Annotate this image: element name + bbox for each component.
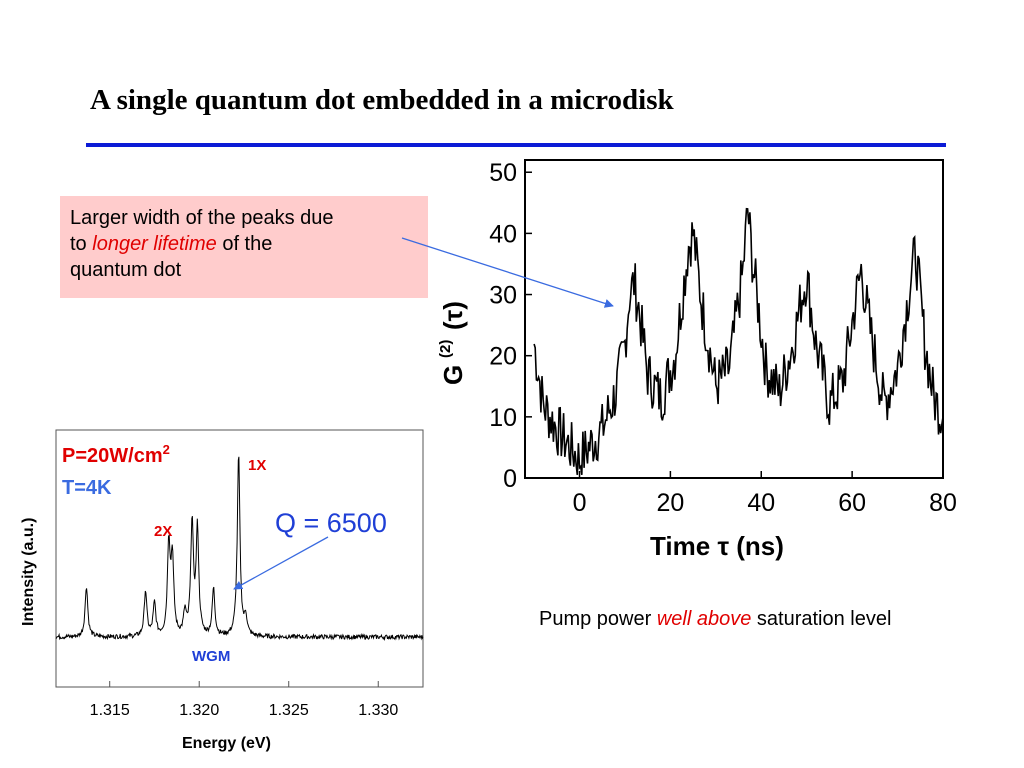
pl-x-tick-label: 1.325 [269,702,309,719]
pl-x-axis-label: Energy (eV) [182,735,271,752]
pl-series-line [55,456,424,642]
g2-y-tick-label: 0 [503,465,517,493]
callout-arrow [401,237,614,308]
slide-title: A single quantum dot embedded in a micro… [90,84,674,116]
pl-x-ticks: 1.315 1.320 1.325 1.330 [90,681,398,719]
g2-x-tick-label: 20 [656,489,684,517]
g2-y-tick-label: 30 [489,282,517,310]
pump-prefix: Pump power [539,608,657,630]
pl-q-factor-label: Q = 6500 [275,508,387,538]
pump-suffix: saturation level [751,608,892,630]
g2-series-line [533,207,944,476]
pl-wgm-label: WGM [192,648,230,665]
q-factor-arrow [233,536,329,590]
callout-emphasis: longer lifetime [92,233,217,255]
g2-ylabel-sup: (2) [437,340,454,358]
g2-x-tick-label: 0 [573,489,587,517]
g2-y-tick-label: 50 [489,159,517,187]
g2-x-tick-label: 60 [838,489,866,517]
pump-note: Pump power well above saturation level [539,608,891,631]
pump-emphasis: well above [656,608,752,630]
g2-ylabel-arg: (τ) [438,301,468,330]
pl-power-label: P=20W/cm2 [62,442,170,467]
pl-y-axis-label: Intensity (a.u.) [20,518,37,626]
callout-box: Larger width of the peaks due to longer … [60,196,428,298]
pl-x-tick-label: 1.315 [90,702,130,719]
g2-y-tick-label: 40 [489,220,517,248]
callout-line3: quantum dot [70,259,182,281]
g2-x-tick-label: 40 [747,489,775,517]
g2-y-tick-label: 20 [489,343,517,371]
callout-line1: Larger width of the peaks due [70,207,334,229]
pl-x-tick-label: 1.320 [179,702,219,719]
g2-chart: 0 10 20 30 40 50 0 20 40 60 80 Time τ (ns) G (2) … [437,159,957,561]
callout-line2-suffix: of the [216,233,273,255]
pl-plot-frame [55,429,424,688]
pl-1x-label: 1X [248,457,266,474]
g2-y-ticks: 0 10 20 30 40 50 [489,159,532,493]
g2-ylabel-main: G [438,365,468,385]
pl-x-tick-label: 1.330 [358,702,398,719]
g2-x-tick-label: 80 [929,489,957,517]
g2-y-axis-label: G (2) (τ) [437,301,468,385]
callout-line2-prefix: to [70,233,93,255]
title-underline [86,143,946,147]
g2-x-ticks: 0 20 40 60 80 [573,471,957,517]
pl-chart: 1.315 1.320 1.325 1.330 Energy (eV) Intensi… [20,429,424,752]
g2-x-axis-label: Time τ (ns) [650,531,784,561]
pl-2x-label: 2X [154,523,172,540]
g2-y-tick-label: 10 [489,404,517,432]
g2-plot-frame [524,159,944,479]
pl-temp-label: T=4K [62,477,112,499]
